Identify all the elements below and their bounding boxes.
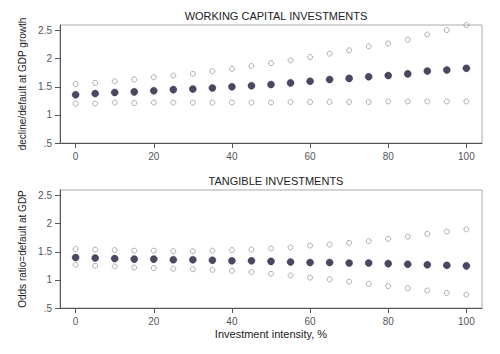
svg-text:1: 1: [46, 274, 52, 285]
svg-text:2.5: 2.5: [38, 190, 52, 201]
svg-text:2: 2: [46, 218, 52, 229]
svg-text:2.5: 2.5: [38, 25, 52, 36]
svg-text:Odds ratio=default at GDP: Odds ratio=default at GDP: [17, 190, 28, 308]
svg-text:60: 60: [305, 316, 317, 327]
svg-text:80: 80: [383, 316, 395, 327]
svg-text:1.5: 1.5: [38, 246, 52, 257]
svg-text:.5: .5: [44, 138, 53, 149]
svg-text:.5: .5: [44, 303, 53, 314]
svg-text:decline/default at GDP growth: decline/default at GDP growth: [17, 18, 28, 151]
svg-text:100: 100: [458, 151, 475, 162]
svg-text:100: 100: [458, 316, 475, 327]
svg-text:80: 80: [383, 151, 395, 162]
svg-text:1: 1: [46, 109, 52, 120]
svg-text:WORKING CAPITAL INVESTMENTS: WORKING CAPITAL INVESTMENTS: [185, 10, 368, 22]
svg-text:0: 0: [73, 316, 79, 327]
svg-text:40: 40: [226, 151, 238, 162]
svg-text:40: 40: [226, 316, 238, 327]
svg-text:60: 60: [305, 151, 317, 162]
svg-text:20: 20: [148, 316, 160, 327]
svg-text:1.5: 1.5: [38, 81, 52, 92]
svg-text:TANGIBLE INVESTMENTS: TANGIBLE INVESTMENTS: [209, 175, 344, 187]
svg-text:0: 0: [73, 151, 79, 162]
svg-text:Investment intensity, %: Investment intensity, %: [215, 328, 328, 340]
svg-text:20: 20: [148, 151, 160, 162]
svg-text:2: 2: [46, 53, 52, 64]
